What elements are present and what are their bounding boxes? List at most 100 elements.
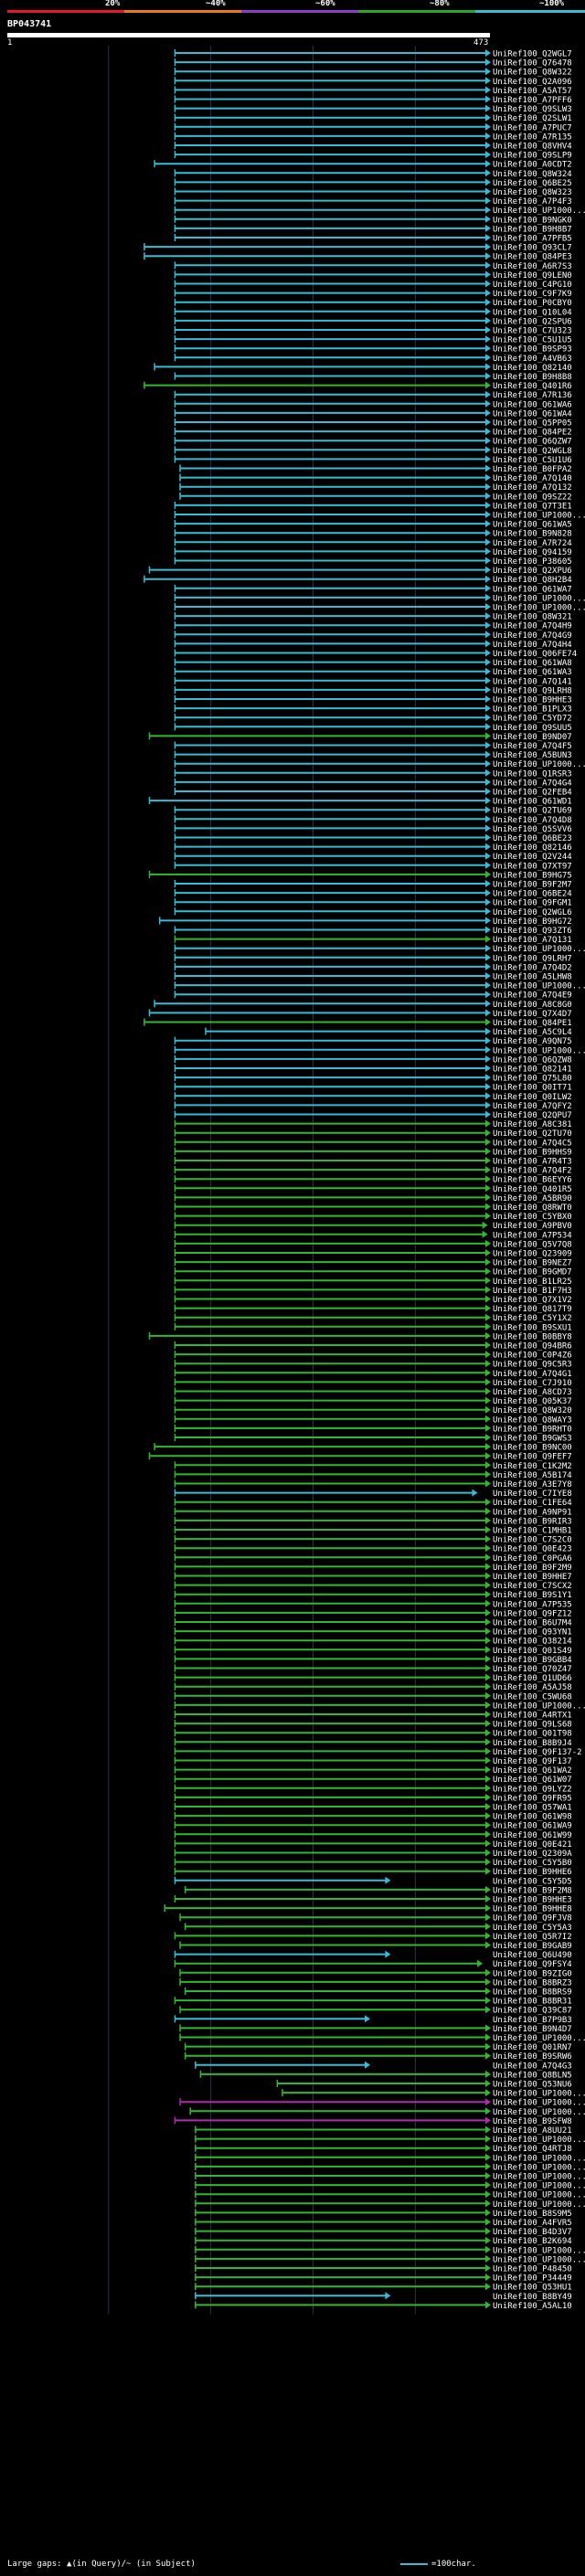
hit-row[interactable]: UniRef100_A8UU21	[195, 2125, 572, 2136]
hit-row[interactable]: UniRef100_B9HHE3	[174, 1895, 572, 1905]
hit-row[interactable]: UniRef100_Q39C87	[179, 2006, 572, 2016]
hit-row[interactable]: UniRef100_C0P4Z6	[174, 1351, 572, 1361]
hit-row[interactable]: UniRef100_A7QFY2	[174, 1101, 572, 1111]
hit-row[interactable]: UniRef100_B6EYY6	[174, 1175, 572, 1185]
hit-row[interactable]: UniRef100_Q01S49	[174, 1646, 572, 1656]
hit-row[interactable]: UniRef100_Q5SVV6	[174, 824, 572, 834]
hit-row[interactable]: UniRef100_C5WU68	[174, 1691, 572, 1702]
hit-row[interactable]: UniRef100_B4D3V7	[195, 2227, 572, 2238]
hit-row[interactable]: UniRef100_Q2A096	[174, 77, 572, 87]
hit-row[interactable]: UniRef100_A5AJ58	[174, 1682, 572, 1693]
hit-row[interactable]: UniRef100_B9HHE7	[174, 1572, 572, 1583]
hit-row[interactable]: UniRef100_Q8W321	[174, 612, 572, 622]
hit-row[interactable]: UniRef100_B9SP93	[174, 345, 572, 355]
hit-row[interactable]: UniRef100_UP1000...	[282, 2089, 585, 2099]
hit-row[interactable]: UniRef100_B9NC00	[154, 1443, 572, 1453]
hit-row[interactable]: UniRef100_B9F2M8	[184, 1885, 572, 1896]
hit-row[interactable]: UniRef100_Q82146	[174, 843, 572, 853]
hit-row[interactable]: UniRef100_C1MHB1	[174, 1526, 572, 1536]
hit-row[interactable]: UniRef100_C1K2M2	[174, 1461, 572, 1471]
hit-row[interactable]: UniRef100_Q75L80	[174, 1074, 572, 1084]
hit-row[interactable]: UniRef100_Q70Z47	[174, 1664, 572, 1675]
hit-row[interactable]: UniRef100_Q0E421	[174, 1839, 572, 1850]
hit-row[interactable]: UniRef100_A7Q141	[174, 676, 572, 687]
hit-row[interactable]: UniRef100_Q82141	[174, 1065, 572, 1075]
hit-row[interactable]: UniRef100_B9HG72	[158, 917, 572, 927]
hit-row[interactable]: UniRef100_B9HHE6	[174, 1867, 572, 1878]
hit-row[interactable]: UniRef100_Q8W322	[174, 68, 572, 78]
hit-row[interactable]: UniRef100_A5LHW8	[174, 972, 572, 982]
hit-row[interactable]: UniRef100_A7Q132	[179, 482, 572, 493]
hit-row[interactable]: UniRef100_C5U1U5	[174, 335, 572, 345]
hit-row[interactable]: UniRef100_Q2FEB4	[174, 788, 572, 798]
hit-row[interactable]: UniRef100_P48450	[195, 2264, 572, 2274]
hit-row[interactable]: UniRef100_A4RTX1	[174, 1711, 572, 1721]
hit-row[interactable]: UniRef100_A7Q4G9	[174, 631, 572, 641]
hit-row[interactable]: UniRef100_UP1000...	[195, 2190, 585, 2200]
hit-row[interactable]: UniRef100_C0PGA6	[174, 1553, 572, 1564]
hit-row[interactable]: UniRef100_UP1000...	[189, 2107, 585, 2117]
hit-row[interactable]: UniRef100_C1FE64	[174, 1498, 572, 1509]
hit-row[interactable]: UniRef100_B1F7H3	[174, 1286, 572, 1296]
hit-row[interactable]: UniRef100_Q6BE23	[174, 833, 572, 844]
hit-row[interactable]: UniRef100_Q9SLP9	[174, 151, 572, 161]
hit-row[interactable]: UniRef100_C5Y5A3	[184, 1923, 572, 1933]
hit-row[interactable]: UniRef100_B8BR31	[174, 1997, 572, 2007]
hit-row[interactable]: UniRef100_B0BBY8	[148, 1331, 572, 1342]
hit-row[interactable]: UniRef100_Q9LRH8	[174, 685, 572, 696]
hit-row[interactable]: UniRef100_C5Y5D5	[174, 1876, 572, 1887]
hit-row[interactable]: UniRef100_C5U1U6	[174, 455, 572, 465]
hit-row[interactable]: UniRef100_Q8WAY3	[174, 1415, 572, 1426]
hit-row[interactable]: UniRef100_Q2TU70	[174, 1129, 572, 1140]
hit-row[interactable]: UniRef100_C4PG10	[174, 280, 572, 291]
hit-row[interactable]: UniRef100_B9SRW6	[184, 2051, 572, 2062]
hit-row[interactable]: UniRef100_UP1000...	[195, 2254, 585, 2265]
hit-row[interactable]: UniRef100_A7R724	[174, 538, 572, 548]
hit-row[interactable]: UniRef100_C7S2C0	[174, 1535, 572, 1545]
hit-row[interactable]: UniRef100_Q401R5	[174, 1184, 572, 1194]
hit-row[interactable]: UniRef100_B1PLX3	[174, 705, 572, 715]
hit-row[interactable]: UniRef100_A7P534	[174, 1230, 572, 1241]
hit-row[interactable]: UniRef100_A7PFF6	[174, 95, 572, 106]
hit-row[interactable]: UniRef100_A6R7S3	[174, 261, 572, 271]
hit-row[interactable]: UniRef100_A5AL10	[195, 2301, 572, 2311]
hit-row[interactable]: UniRef100_UP1000...	[174, 981, 585, 991]
hit-row[interactable]: UniRef100_UP1000...	[195, 2200, 585, 2210]
hit-row[interactable]: UniRef100_A7P4F3	[174, 196, 572, 207]
hit-row[interactable]: UniRef100_UP1000...	[195, 2162, 585, 2173]
hit-row[interactable]: UniRef100_Q61WA2	[174, 1765, 572, 1776]
hit-row[interactable]: UniRef100_B2K694	[195, 2236, 572, 2247]
hit-row[interactable]: UniRef100_A7PFB5	[174, 234, 572, 244]
hit-row[interactable]: UniRef100_Q38214	[174, 1637, 572, 1647]
hit-row[interactable]: UniRef100_B9N4D7	[179, 2024, 572, 2034]
hit-row[interactable]: UniRef100_A7Q131	[174, 935, 572, 946]
hit-row[interactable]: UniRef100_C5Y5B0	[174, 1858, 572, 1869]
hit-row[interactable]: UniRef100_A7Q4D2	[174, 962, 572, 973]
hit-row[interactable]: UniRef100_Q6QZW8	[174, 1055, 572, 1065]
hit-row[interactable]: UniRef100_Q61WA7	[174, 584, 572, 595]
hit-row[interactable]: UniRef100_B7P9B3	[174, 2015, 572, 2025]
hit-row[interactable]: UniRef100_Q61WA5	[174, 520, 572, 530]
hit-row[interactable]: UniRef100_Q93YN1	[174, 1627, 572, 1638]
hit-row[interactable]: UniRef100_B9SXU1	[174, 1322, 572, 1333]
hit-row[interactable]: UniRef100_A7Q4G3	[195, 2061, 572, 2072]
hit-row[interactable]: UniRef100_Q9C5R3	[174, 1360, 572, 1370]
hit-row[interactable]: UniRef100_Q9LEN0	[174, 270, 572, 281]
hit-row[interactable]: UniRef100_Q2XPU6	[148, 566, 572, 577]
hit-row[interactable]: UniRef100_Q9LS68	[174, 1720, 572, 1730]
hit-row[interactable]: UniRef100_B6U7M4	[174, 1618, 572, 1628]
hit-row[interactable]: UniRef100_Q401R6	[144, 381, 572, 392]
hit-row[interactable]: UniRef100_B9RIR3	[174, 1516, 572, 1527]
hit-row[interactable]: UniRef100_A5B174	[174, 1470, 572, 1480]
hit-row[interactable]: UniRef100_A9PBV0	[174, 1221, 572, 1232]
hit-row[interactable]: UniRef100_A4VB63	[174, 354, 572, 364]
hit-row[interactable]: UniRef100_Q23909	[174, 1249, 572, 1259]
hit-row[interactable]: UniRef100_B8BRZ3	[179, 1977, 572, 1988]
hit-row[interactable]: UniRef100_A7R135	[174, 132, 572, 143]
hit-row[interactable]: UniRef100_UP1000...	[174, 1701, 585, 1712]
hit-row[interactable]: UniRef100_Q06FE74	[174, 649, 577, 660]
hit-row[interactable]: UniRef100_B9SFW8	[174, 2116, 572, 2126]
hit-row[interactable]: UniRef100_Q9F137	[174, 1756, 572, 1767]
hit-row[interactable]: UniRef100_B8B9J4	[174, 1738, 572, 1748]
hit-row[interactable]: UniRef100_A7Q4F2	[174, 1166, 572, 1176]
